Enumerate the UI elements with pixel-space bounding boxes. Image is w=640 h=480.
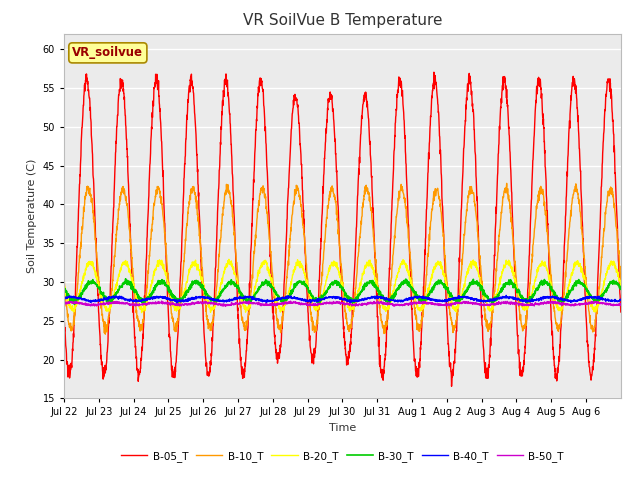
B-05_T bbox=[609, 128, 617, 134]
B-10_T bbox=[102, 331, 109, 337]
B-10_T bbox=[511, 255, 518, 261]
B-30_T bbox=[236, 288, 244, 294]
B-40_T bbox=[609, 298, 617, 303]
B-10_T bbox=[376, 311, 384, 316]
B-10_T bbox=[116, 193, 124, 199]
B-05_T bbox=[60, 312, 68, 318]
B-05_T bbox=[448, 384, 456, 389]
B-20_T bbox=[225, 256, 233, 262]
B-40_T bbox=[60, 295, 68, 301]
B-20_T bbox=[511, 275, 518, 280]
B-10_T bbox=[503, 180, 511, 186]
B-50_T bbox=[617, 301, 625, 307]
B-30_T bbox=[617, 284, 625, 290]
B-05_T bbox=[116, 88, 124, 94]
B-05_T bbox=[376, 360, 383, 365]
B-10_T bbox=[236, 301, 244, 307]
B-30_T bbox=[609, 278, 617, 284]
Line: B-10_T: B-10_T bbox=[64, 183, 621, 334]
Y-axis label: Soil Temperature (C): Soil Temperature (C) bbox=[27, 159, 37, 273]
B-05_T bbox=[542, 174, 550, 180]
B-10_T bbox=[60, 278, 68, 284]
Legend: B-05_T, B-10_T, B-20_T, B-30_T, B-40_T, B-50_T: B-05_T, B-10_T, B-20_T, B-30_T, B-40_T, … bbox=[117, 447, 568, 466]
B-20_T bbox=[542, 263, 550, 268]
B-50_T bbox=[116, 301, 124, 307]
B-40_T bbox=[376, 294, 384, 300]
B-50_T bbox=[511, 300, 518, 306]
B-40_T bbox=[502, 292, 510, 298]
B-30_T bbox=[70, 301, 78, 307]
B-50_T bbox=[221, 303, 229, 309]
B-50_T bbox=[376, 299, 384, 305]
B-30_T bbox=[116, 285, 124, 291]
B-30_T bbox=[376, 289, 384, 295]
B-10_T bbox=[617, 277, 625, 283]
Title: VR SoilVue B Temperature: VR SoilVue B Temperature bbox=[243, 13, 442, 28]
B-30_T bbox=[60, 284, 68, 289]
B-40_T bbox=[173, 300, 181, 306]
B-50_T bbox=[609, 303, 617, 309]
B-05_T bbox=[617, 309, 625, 315]
B-40_T bbox=[116, 295, 124, 301]
Line: B-30_T: B-30_T bbox=[64, 279, 621, 304]
B-05_T bbox=[430, 69, 438, 75]
B-20_T bbox=[617, 284, 625, 289]
B-40_T bbox=[617, 297, 625, 303]
B-40_T bbox=[236, 295, 244, 300]
B-20_T bbox=[60, 284, 68, 289]
B-20_T bbox=[236, 293, 244, 299]
B-10_T bbox=[542, 208, 550, 214]
B-20_T bbox=[138, 310, 145, 315]
B-05_T bbox=[236, 345, 244, 350]
B-30_T bbox=[511, 284, 518, 290]
B-10_T bbox=[609, 195, 617, 201]
B-40_T bbox=[542, 294, 550, 300]
B-05_T bbox=[511, 259, 518, 265]
Line: B-40_T: B-40_T bbox=[64, 295, 621, 303]
Line: B-20_T: B-20_T bbox=[64, 259, 621, 312]
B-20_T bbox=[609, 260, 617, 265]
B-50_T bbox=[542, 300, 550, 306]
B-20_T bbox=[116, 270, 124, 276]
B-30_T bbox=[542, 279, 550, 285]
X-axis label: Time: Time bbox=[329, 423, 356, 433]
Line: B-50_T: B-50_T bbox=[64, 301, 621, 306]
B-50_T bbox=[236, 300, 244, 305]
B-20_T bbox=[376, 294, 384, 300]
B-40_T bbox=[511, 296, 518, 302]
B-30_T bbox=[122, 276, 129, 282]
B-50_T bbox=[245, 298, 253, 304]
Text: VR_soilvue: VR_soilvue bbox=[72, 47, 143, 60]
Line: B-05_T: B-05_T bbox=[64, 72, 621, 386]
B-50_T bbox=[60, 301, 68, 307]
